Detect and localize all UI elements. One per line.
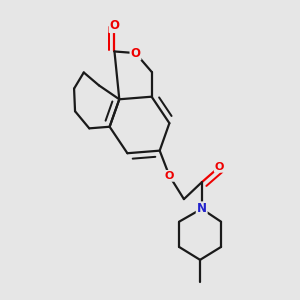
Text: N: N [197, 202, 207, 215]
Text: O: O [165, 171, 174, 181]
Text: O: O [130, 46, 140, 60]
Text: O: O [215, 162, 224, 172]
Text: O: O [110, 19, 119, 32]
